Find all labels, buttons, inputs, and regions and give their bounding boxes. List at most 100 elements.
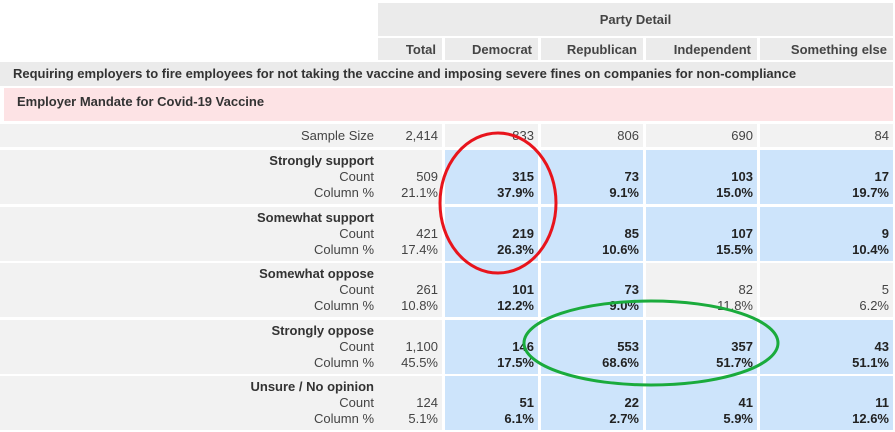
row-title: Unsure / No opinion: [250, 379, 375, 394]
count-label: Count: [339, 395, 374, 410]
count-value: 315: [512, 169, 534, 184]
count-value: 82: [738, 282, 753, 297]
cell-somewhat-support-independent: 107 15.5%: [646, 207, 757, 261]
cell-strongly-oppose-something-else: 43 51.1%: [760, 320, 893, 374]
percent-value: 68.6%: [602, 355, 639, 370]
cell-unsure-no-opinion-total: 124 5.1%: [378, 376, 442, 430]
count-value: 73: [624, 169, 639, 184]
count-value: 101: [512, 282, 534, 297]
percent-value: 2.7%: [609, 411, 639, 426]
column-header-something-else: Something else: [760, 38, 893, 60]
row-title: Somewhat support: [256, 210, 374, 225]
row-label-unsure-no-opinion: Unsure / No opinion Count Column %: [0, 376, 378, 430]
count-value: 107: [731, 226, 753, 241]
count-value: 43: [874, 339, 889, 354]
count-value: 421: [416, 226, 438, 241]
count-value: 5: [881, 282, 889, 297]
row-label-strongly-support: Strongly support Count Column %: [0, 150, 378, 204]
cell-somewhat-support-republican: 85 10.6%: [541, 207, 643, 261]
percent-value: 51.7%: [716, 355, 753, 370]
percent-value: 26.3%: [497, 242, 534, 257]
row-label-somewhat-support: Somewhat support Count Column %: [0, 207, 378, 261]
column-pct-label: Column %: [314, 411, 374, 426]
percent-value: 9.1%: [609, 185, 639, 200]
count-value: 146: [512, 339, 534, 354]
percent-value: 15.0%: [716, 185, 753, 200]
cell-unsure-no-opinion-independent: 41 5.9%: [646, 376, 757, 430]
percent-value: 5.9%: [723, 411, 753, 426]
cell-strongly-oppose-democrat: 146 17.5%: [445, 320, 538, 374]
cell-somewhat-oppose-total: 261 10.8%: [378, 263, 442, 317]
cell-somewhat-oppose-democrat: 101 12.2%: [445, 263, 538, 317]
count-value: 553: [617, 339, 639, 354]
percent-value: 10.4%: [852, 242, 889, 257]
column-header-republican: Republican: [541, 38, 643, 60]
cell-somewhat-support-democrat: 219 26.3%: [445, 207, 538, 261]
sample-size-label-cell: Sample Size: [0, 124, 378, 147]
column-header-democrat: Democrat: [445, 38, 538, 60]
row-title: Somewhat oppose: [259, 266, 374, 281]
sample-size-republican: 806: [541, 124, 643, 147]
column-pct-label: Column %: [314, 242, 374, 257]
count-value: 11: [875, 395, 889, 410]
sample-size-democrat: 833: [445, 124, 538, 147]
count-value: 41: [738, 395, 753, 410]
percent-value: 37.9%: [497, 185, 534, 200]
percent-value: 12.2%: [497, 298, 534, 313]
count-label: Count: [339, 226, 374, 241]
count-value: 509: [416, 169, 438, 184]
count-value: 219: [512, 226, 534, 241]
count-value: 261: [416, 282, 438, 297]
cell-strongly-support-total: 509 21.1%: [378, 150, 442, 204]
percent-value: 45.5%: [401, 355, 438, 370]
percent-value: 11.8%: [717, 298, 753, 313]
row-title: Strongly oppose: [271, 323, 374, 338]
percent-value: 10.8%: [401, 298, 438, 313]
percent-value: 10.6%: [602, 242, 639, 257]
percent-value: 12.6%: [852, 411, 889, 426]
cell-unsure-no-opinion-something-else: 11 12.6%: [760, 376, 893, 430]
table-subtitle: Employer Mandate for Covid-19 Vaccine: [4, 88, 893, 121]
cell-somewhat-oppose-independent: 82 11.8%: [646, 263, 757, 317]
cell-strongly-oppose-total: 1,100 45.5%: [378, 320, 442, 374]
count-value: 85: [624, 226, 639, 241]
cell-somewhat-support-total: 421 17.4%: [378, 207, 442, 261]
sample-size-total: 2,414: [378, 124, 442, 147]
count-value: 51: [519, 395, 534, 410]
cell-strongly-oppose-republican: 553 68.6%: [541, 320, 643, 374]
question-text: Requiring employers to fire employees fo…: [0, 62, 893, 86]
percent-value: 6.2%: [859, 298, 889, 313]
count-value: 1,100: [405, 339, 438, 354]
cell-somewhat-oppose-something-else: 5 6.2%: [760, 263, 893, 317]
column-pct-label: Column %: [314, 355, 374, 370]
column-header-independent: Independent: [646, 38, 757, 60]
count-value: 73: [624, 282, 639, 297]
column-header-total: Total: [378, 38, 442, 60]
row-label-strongly-oppose: Strongly oppose Count Column %: [0, 320, 378, 374]
percent-value: 5.1%: [408, 411, 438, 426]
row-title: Strongly support: [269, 153, 374, 168]
percent-value: 15.5%: [716, 242, 753, 257]
count-value: 124: [416, 395, 438, 410]
cell-strongly-support-democrat: 315 37.9%: [445, 150, 538, 204]
row-label-somewhat-oppose: Somewhat oppose Count Column %: [0, 263, 378, 317]
cell-strongly-support-independent: 103 15.0%: [646, 150, 757, 204]
count-value: 103: [731, 169, 753, 184]
sample-size-something-else: 84: [760, 124, 893, 147]
sample-size-independent: 690: [646, 124, 757, 147]
percent-value: 6.1%: [504, 411, 534, 426]
count-value: 9: [881, 226, 889, 241]
percent-value: 19.7%: [852, 185, 889, 200]
column-pct-label: Column %: [314, 298, 374, 313]
cell-unsure-no-opinion-democrat: 51 6.1%: [445, 376, 538, 430]
cell-somewhat-oppose-republican: 73 9.0%: [541, 263, 643, 317]
count-value: 22: [624, 395, 639, 410]
count-value: 17: [874, 169, 889, 184]
cell-unsure-no-opinion-republican: 22 2.7%: [541, 376, 643, 430]
percent-value: 17.4%: [401, 242, 438, 257]
sample-size-label: Sample Size: [301, 128, 374, 143]
cell-strongly-oppose-independent: 357 51.7%: [646, 320, 757, 374]
party-detail-header: Party Detail: [378, 3, 893, 36]
cell-strongly-support-republican: 73 9.1%: [541, 150, 643, 204]
column-pct-label: Column %: [314, 185, 374, 200]
